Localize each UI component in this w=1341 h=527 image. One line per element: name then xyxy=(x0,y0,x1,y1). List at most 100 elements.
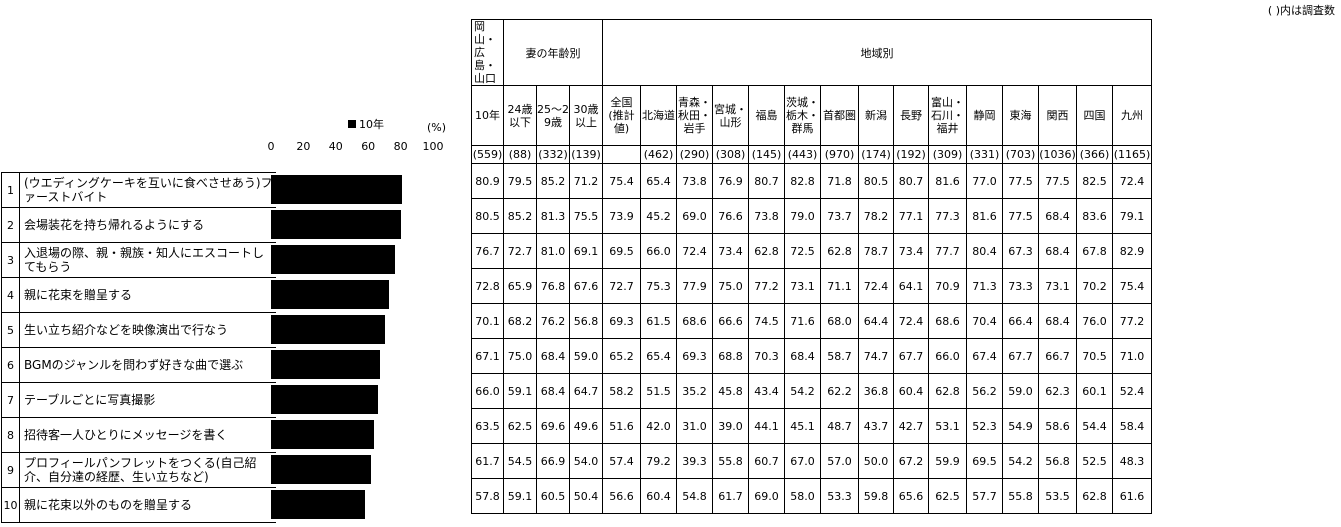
table-cell: 67.1 xyxy=(471,338,504,374)
legend: 10年 xyxy=(348,116,384,132)
row-label-box: 7 テーブルごとに写真撮影 xyxy=(1,382,276,418)
table-cell: 64.1 xyxy=(893,268,929,304)
bar xyxy=(271,280,389,309)
table-cell: 80.7 xyxy=(893,163,929,199)
table-cell: 59.9 xyxy=(928,443,967,479)
table-cell: 80.9 xyxy=(471,163,504,199)
table-cell: 56.8 xyxy=(569,303,603,339)
table-cell: 60.1 xyxy=(1076,373,1113,409)
table-cell: 60.5 xyxy=(536,478,570,514)
column-header: 長野 xyxy=(893,85,929,146)
table-cell: 77.2 xyxy=(748,268,785,304)
table-cell: 56.8 xyxy=(1038,443,1077,479)
table-cell: 73.8 xyxy=(676,163,713,199)
sample-size: (309) xyxy=(928,145,967,164)
table-cell: 68.2 xyxy=(503,303,537,339)
row-number: 8 xyxy=(2,418,20,452)
table-cell: 71.3 xyxy=(966,268,1003,304)
table-cell: 77.9 xyxy=(676,268,713,304)
table-cell: 43.4 xyxy=(748,373,785,409)
table-cell: 67.6 xyxy=(569,268,603,304)
table-cell: 65.4 xyxy=(640,338,677,374)
table-cell: 71.8 xyxy=(820,163,859,199)
table-cell: 68.4 xyxy=(536,373,570,409)
table-cell: 65.4 xyxy=(640,163,677,199)
table-cell: 78.7 xyxy=(858,233,894,269)
table-cell: 69.1 xyxy=(569,233,603,269)
row-label-box: 3 入退場の際、親・親族・知人にエスコートしてもらう xyxy=(1,242,276,278)
table-cell: 62.2 xyxy=(820,373,859,409)
table-cell: 73.1 xyxy=(784,268,821,304)
table-cell: 61.7 xyxy=(471,443,504,479)
table-cell: 63.5 xyxy=(471,408,504,444)
table-cell: 66.7 xyxy=(1038,338,1077,374)
table-cell: 54.0 xyxy=(569,443,603,479)
table-cell: 72.4 xyxy=(893,303,929,339)
column-header: 福島 xyxy=(748,85,785,146)
table-cell: 77.1 xyxy=(893,198,929,234)
region-group-header: 地域別 xyxy=(602,19,1152,86)
column-header: 関西 xyxy=(1038,85,1077,146)
table-cell: 66.9 xyxy=(536,443,570,479)
wife-age-group-header: 妻の年齢別 xyxy=(503,19,603,86)
table-cell: 85.2 xyxy=(503,198,537,234)
table-cell: 58.4 xyxy=(1112,408,1152,444)
column-header: 10年 xyxy=(471,85,504,146)
table-cell: 82.8 xyxy=(784,163,821,199)
table-cell: 69.3 xyxy=(602,303,641,339)
table-cell: 76.6 xyxy=(712,198,749,234)
table-cell: 79.5 xyxy=(503,163,537,199)
table-cell: 66.0 xyxy=(471,373,504,409)
table-cell: 70.5 xyxy=(1076,338,1113,374)
table-cell: 70.2 xyxy=(1076,268,1113,304)
row-label-box: 1 (ウエディングケーキを互いに食べさせあう)ファーストバイト xyxy=(1,172,276,208)
table-cell: 83.6 xyxy=(1076,198,1113,234)
column-header: 四国 xyxy=(1076,85,1113,146)
table-cell: 76.2 xyxy=(536,303,570,339)
column-header: 九州 xyxy=(1112,85,1152,146)
row-number: 3 xyxy=(2,243,20,277)
table-cell: 59.8 xyxy=(858,478,894,514)
legend-swatch xyxy=(348,120,356,128)
table-row: 72.8 65.9 76.8 67.6 72.7 75.3 77.9 75.0 77.2 73.1… xyxy=(471,268,1152,304)
table-cell: 68.4 xyxy=(536,338,570,374)
row-label: BGMのジャンルを問わず好きな曲で選ぶ xyxy=(24,358,244,372)
column-header: 24歳以下 xyxy=(503,85,537,146)
table-cell: 73.7 xyxy=(820,198,859,234)
table-cell: 64.7 xyxy=(569,373,603,409)
table-cell: 59.0 xyxy=(1002,373,1039,409)
table-cell: 67.4 xyxy=(966,338,1003,374)
row-label-box: 4 親に花束を贈呈する xyxy=(1,277,276,313)
table-cell: 56.6 xyxy=(602,478,641,514)
table-cell: 70.9 xyxy=(928,268,967,304)
table-cell: 85.2 xyxy=(536,163,570,199)
table-cell: 51.5 xyxy=(640,373,677,409)
table-cell: 68.8 xyxy=(712,338,749,374)
column-header: 新潟 xyxy=(858,85,894,146)
table-cell: 66.0 xyxy=(640,233,677,269)
table-cell: 77.2 xyxy=(1112,303,1152,339)
table-cell: 59.1 xyxy=(503,373,537,409)
table-cell: 71.6 xyxy=(784,303,821,339)
data-table: 岡山・広島・山口 妻の年齢別 地域別 10年 24歳以下 25～29歳 30歳以上 全国(推計… xyxy=(471,19,1152,514)
table-cell: 68.6 xyxy=(928,303,967,339)
x-tick-label: 80 xyxy=(393,140,408,153)
table-cell: 66.0 xyxy=(928,338,967,374)
row-label: 生い立ち紹介などを映像演出で行なう xyxy=(24,323,229,337)
table-cell: 69.0 xyxy=(676,198,713,234)
row-label: 親に花束を贈呈する xyxy=(24,288,133,302)
row-label: (ウエディングケーキを互いに食べさせあう)ファーストバイト xyxy=(24,176,273,204)
table-cell: 48.3 xyxy=(1112,443,1152,479)
table-cell: 79.0 xyxy=(784,198,821,234)
table-cell: 62.8 xyxy=(928,373,967,409)
bar xyxy=(271,420,374,449)
row-number: 5 xyxy=(2,313,20,347)
table-cell: 43.7 xyxy=(858,408,894,444)
column-header: 北海道 xyxy=(640,85,677,146)
row-number: 7 xyxy=(2,383,20,417)
table-cell: 72.7 xyxy=(503,233,537,269)
sample-size: (703) xyxy=(1002,145,1039,164)
table-cell: 75.0 xyxy=(503,338,537,374)
table-cell: 75.4 xyxy=(602,163,641,199)
sample-size: (559) xyxy=(471,145,504,164)
